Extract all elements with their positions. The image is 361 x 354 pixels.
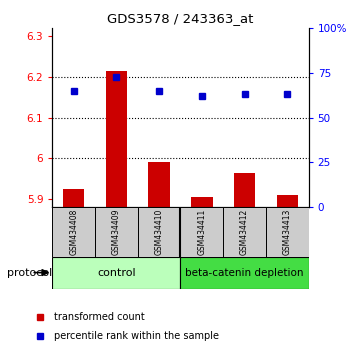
Bar [106, 71, 127, 207]
Bar [180, 207, 223, 257]
Text: GDS3578 / 243363_at: GDS3578 / 243363_at [107, 12, 254, 25]
Bar [52, 207, 95, 257]
Bar [138, 207, 180, 257]
Bar [266, 207, 309, 257]
Text: GSM434412: GSM434412 [240, 209, 249, 255]
Bar [148, 162, 170, 207]
Bar [277, 195, 298, 207]
Bar [63, 189, 84, 207]
Text: percentile rank within the sample: percentile rank within the sample [53, 331, 218, 341]
Text: control: control [97, 268, 136, 278]
Bar [95, 207, 138, 257]
Bar [191, 197, 213, 207]
Bar [180, 257, 309, 289]
Bar [52, 257, 180, 289]
Bar [234, 172, 255, 207]
Text: beta-catenin depletion: beta-catenin depletion [185, 268, 304, 278]
Text: GSM434410: GSM434410 [155, 209, 164, 255]
Text: transformed count: transformed count [53, 312, 144, 322]
Text: protocol: protocol [7, 268, 52, 278]
Text: GSM434411: GSM434411 [197, 209, 206, 255]
Text: GSM434413: GSM434413 [283, 209, 292, 255]
Bar [223, 207, 266, 257]
Text: GSM434409: GSM434409 [112, 209, 121, 255]
Text: GSM434408: GSM434408 [69, 209, 78, 255]
